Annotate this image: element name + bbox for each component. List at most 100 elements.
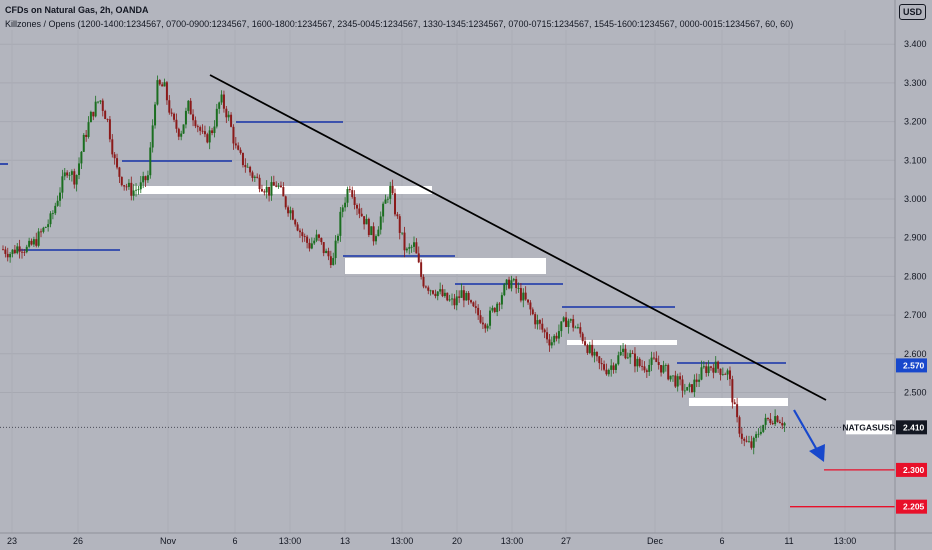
candle [296,224,299,231]
candle [322,242,325,254]
price-tag [896,358,927,373]
candle [396,214,399,217]
candle [636,358,639,367]
candle [89,111,92,123]
candle [225,108,228,118]
candle [588,344,591,353]
candle [203,131,206,135]
candle [752,437,755,448]
down-arrow-icon [809,444,825,462]
candle [9,253,12,258]
candle [750,441,753,448]
candle [270,182,273,196]
candle [415,242,418,254]
candle [394,193,396,215]
candle [4,249,7,254]
candle [783,423,786,426]
candle [451,298,454,300]
candle [422,276,425,287]
killzone-rect [689,398,788,406]
candle [534,314,537,325]
candle [282,187,285,197]
y-tick-label: 3.300 [904,78,927,88]
candle [766,417,769,419]
candle [220,94,223,103]
candle [346,189,349,203]
candle [633,353,636,367]
candle [470,300,473,303]
candle [253,176,256,178]
y-tick-label: 2.500 [904,388,927,398]
price-tag-value: 2.570 [903,360,925,370]
killzone-rects [133,186,788,406]
x-tick-label: 13:00 [391,536,414,546]
candle [137,189,140,191]
candle [527,299,530,303]
candle [365,218,368,225]
candle [61,176,64,193]
x-tick-label: 6 [232,536,237,546]
candle [467,292,470,301]
candle [705,366,708,374]
candle [165,82,168,101]
candle [382,203,385,217]
candle [671,375,674,377]
candle [643,366,646,371]
candle [384,199,387,204]
candle [194,120,197,127]
candle [111,139,114,155]
candle [353,196,356,205]
x-tick-label: 23 [7,536,17,546]
candle [258,177,261,190]
candle [605,369,608,375]
candle [367,218,370,236]
candle [403,232,406,251]
x-tick-label: 13 [340,536,350,546]
candle [180,133,183,137]
y-tick-label: 3.200 [904,117,927,127]
candle [118,167,121,177]
candle [500,295,503,305]
price-tag [896,499,927,514]
symbol-tag-label: NATGASUSD [842,422,895,432]
candle [56,200,59,206]
candle [289,210,292,214]
candle [168,100,171,113]
candle [427,287,430,291]
x-tick-label: 26 [73,536,83,546]
candle [771,423,774,425]
candle [206,134,209,143]
candle [413,242,416,247]
currency-button[interactable]: USD [899,4,926,20]
candle [239,149,242,153]
candle [543,329,546,333]
candle [460,290,463,298]
candle [320,237,323,243]
candle [724,374,727,375]
candle [377,229,380,237]
candle [11,249,14,254]
candle [135,189,138,191]
candle [576,327,579,328]
candle [25,246,28,253]
candle [99,100,102,102]
candle [287,207,290,214]
candle [87,122,90,137]
candle [70,171,73,175]
candle [610,365,613,370]
candle [686,387,689,391]
candle [355,204,358,209]
candle [23,251,26,253]
candle [489,310,492,326]
candle [208,130,211,143]
candle [717,361,720,369]
candle [617,355,620,365]
candle [721,374,724,375]
candle [213,126,216,134]
candle [37,231,40,246]
candle [308,242,311,249]
indicator-label: Killzones / Opens (1200-1400:1234567, 07… [5,19,794,29]
symbol-tag-bg [846,420,892,435]
candle [201,130,204,132]
